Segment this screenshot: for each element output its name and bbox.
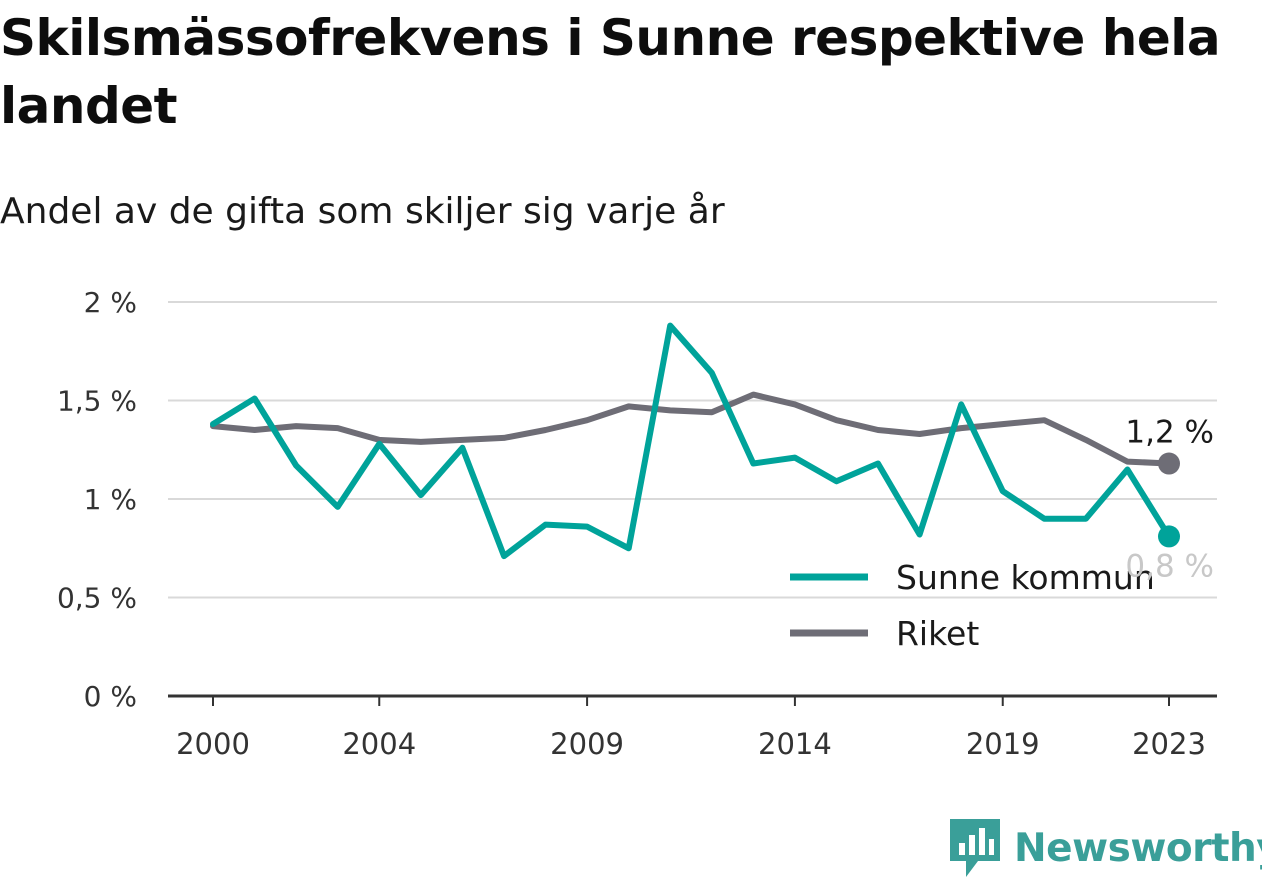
- brand-logo: Newsworthy: [950, 818, 1262, 878]
- x-tick-label: 2014: [758, 727, 832, 761]
- y-tick-label: 0,5 %: [57, 582, 137, 615]
- legend-background: [776, 548, 1194, 596]
- legend-label: Sunne kommun: [896, 558, 1155, 597]
- brand-name: Newsworthy: [1014, 825, 1262, 871]
- legend-label: Riket: [896, 614, 979, 653]
- end-point-sunne-kommun: [1158, 525, 1180, 548]
- series-layer: [210, 322, 1180, 560]
- end-label-riket: 1,2 %: [1125, 415, 1214, 451]
- series-line-sunne-kommun: [210, 322, 1172, 560]
- y-tick-label: 2 %: [84, 286, 137, 319]
- x-tick-label: 2000: [176, 727, 250, 761]
- end-point-riket: [1158, 452, 1180, 475]
- x-tick-label: 2023: [1132, 727, 1206, 761]
- newsworthy-logo-icon: [950, 819, 1000, 877]
- end-label-sunne-kommun: 0,8 %: [1125, 548, 1214, 584]
- x-tick-label: 2004: [342, 727, 416, 761]
- y-tick-label: 1 %: [84, 483, 137, 516]
- x-tick-label: 2019: [966, 727, 1040, 761]
- legend: Sunne kommun Riket: [776, 548, 1194, 653]
- y-tick-label: 1,5 %: [57, 385, 137, 418]
- chart-subtitle: Andel av de gifta som skiljer sig varje …: [0, 191, 725, 232]
- chart-title: Skilsmässofrekvens i Sunne respektive he…: [0, 9, 1221, 135]
- x-tick-label: 2009: [550, 727, 624, 761]
- y-tick-label: 0 %: [84, 680, 137, 713]
- axis-layer: 0 % 0,5 % 1 % 1,5 % 2 % 2000 2004 2009 2014 2019 2…: [57, 286, 1217, 761]
- end-labels: 1,2 % 0,8 %: [1125, 415, 1214, 585]
- series-line-riket: [210, 391, 1172, 467]
